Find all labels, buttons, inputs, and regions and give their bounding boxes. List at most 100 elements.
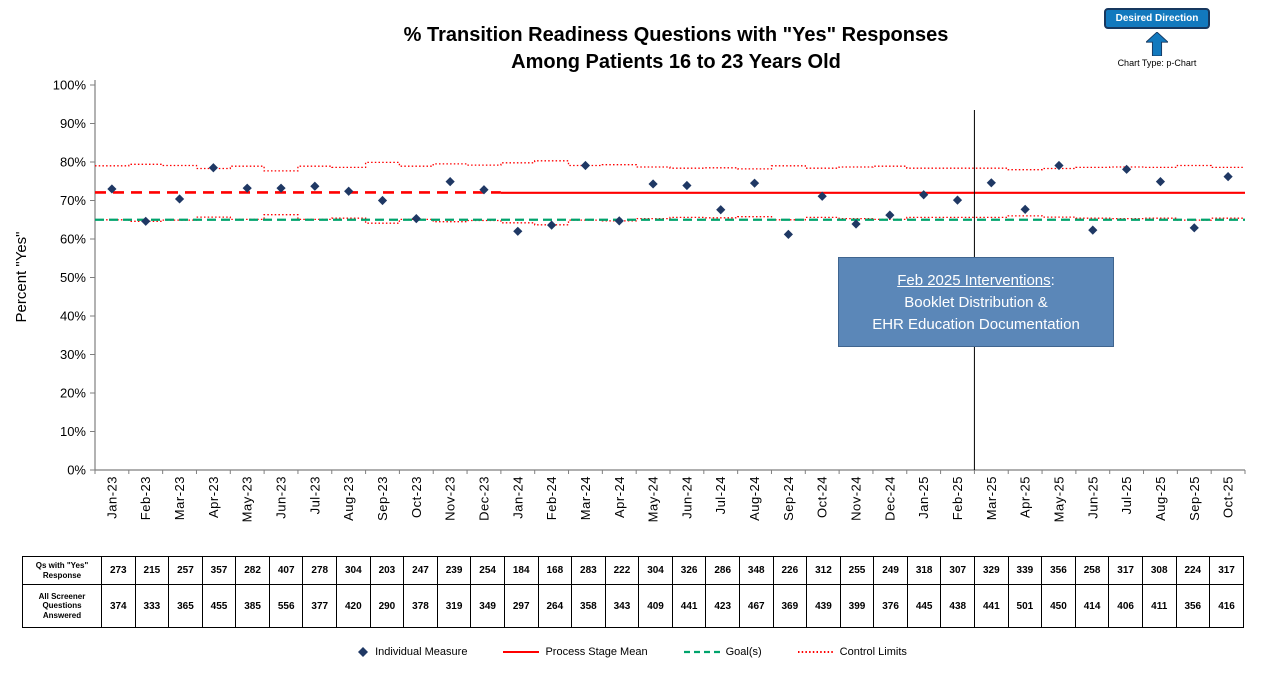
chart-title-line1: % Transition Readiness Questions with "Y…: [403, 24, 949, 46]
x-tick-label: Apr-23: [206, 476, 221, 518]
table-cell: 378: [403, 584, 438, 628]
table-cell: 282: [235, 556, 270, 585]
table-cell: 365: [168, 584, 203, 628]
table-cell: 356: [1041, 556, 1076, 585]
individual-measure-point: [986, 178, 996, 188]
table-row-label: Qs with "Yes" Response: [22, 556, 102, 585]
individual-measure-point: [1020, 204, 1030, 214]
individual-measure-point: [614, 216, 624, 226]
intervention-annotation: Feb 2025 Interventions: Booklet Distribu…: [838, 257, 1114, 347]
chart-legend: Individual Measure Process Stage Mean Goal…: [0, 646, 1264, 658]
desired-direction-callout: Desired Direction Chart Type: p-Chart: [1104, 8, 1210, 68]
individual-measure-point: [851, 219, 861, 229]
table-cell: 358: [571, 584, 606, 628]
table-row: All Screener Questions Answered 374 333 365…: [22, 584, 1244, 628]
x-tick-label: Sep-23: [375, 476, 390, 521]
table-cell: 307: [940, 556, 976, 585]
table-cell: 249: [873, 556, 908, 585]
table-cell: 420: [336, 584, 371, 628]
legend-label: Individual Measure: [375, 646, 468, 658]
y-tick-label: 70%: [60, 193, 86, 208]
table-cell: 450: [1041, 584, 1076, 628]
individual-measure-point: [682, 180, 692, 191]
table-row-label: All Screener Questions Answered: [22, 584, 102, 628]
legend-item-goal-s: Goal(s): [683, 646, 762, 658]
individual-measure-point: [547, 220, 557, 230]
x-tick-label: Nov-24: [849, 476, 864, 521]
table-cell: 247: [403, 556, 438, 585]
individual-measure-point: [513, 226, 523, 236]
individual-measure-point: [141, 216, 151, 226]
diamond-icon: [358, 647, 369, 657]
up-arrow-shape: [1144, 31, 1170, 57]
x-tick-label: Feb-25: [950, 476, 965, 520]
annotation-line3: EHR Education Documentation: [872, 315, 1080, 333]
x-tick-label: Dec-23: [477, 476, 492, 521]
legend-label: Goal(s): [725, 646, 762, 658]
x-tick-label: Jul-24: [713, 476, 728, 514]
x-tick-label: Sep-25: [1187, 476, 1202, 521]
individual-measure-point: [580, 160, 591, 171]
desired-direction-badge: Desired Direction: [1104, 8, 1210, 29]
x-tick-label: Aug-25: [1153, 476, 1168, 521]
table-cell: 168: [537, 556, 573, 585]
table-cell: 439: [806, 584, 841, 628]
table-cell: 308: [1141, 556, 1177, 585]
y-tick-label: 10%: [60, 424, 86, 439]
x-tick-label: Jun-25: [1085, 476, 1100, 519]
individual-measure-point: [445, 177, 455, 187]
values-table: Qs with "Yes" Response 273 215 257 357 282 407…: [22, 556, 1244, 628]
solid-line-icon: [503, 651, 540, 653]
individual-measure-point: [817, 191, 827, 201]
x-tick-label: Jan-25: [916, 476, 931, 519]
table-cell: 239: [436, 556, 472, 585]
y-tick-label: 60%: [60, 232, 86, 247]
individual-measure-point: [716, 205, 726, 215]
dotted-line-icon: [797, 651, 834, 653]
individual-measure-point: [377, 195, 388, 206]
x-tick-label: Sep-24: [781, 476, 796, 521]
x-tick-label: Jun-23: [274, 476, 289, 519]
x-tick-label: May-24: [646, 476, 661, 522]
x-tick-label: Mar-23: [172, 476, 187, 520]
x-tick-label: Apr-24: [612, 476, 627, 518]
annotation-line2: Booklet Distribution &: [904, 293, 1048, 311]
individual-measure-point: [919, 190, 929, 200]
individual-measure-point: [208, 163, 218, 173]
x-tick-label: Feb-24: [544, 476, 559, 520]
y-tick-label: 100%: [53, 78, 87, 93]
table-cell: 317: [1108, 556, 1143, 585]
table-cell: 333: [134, 584, 170, 628]
individual-measure-point: [107, 184, 117, 194]
x-tick-label: May-25: [1052, 476, 1067, 522]
table-cell: 304: [336, 556, 371, 585]
individual-measure-point: [952, 195, 963, 205]
table-cell: 319: [436, 584, 472, 628]
table-cell: 297: [503, 584, 539, 628]
table-cell: 423: [705, 584, 740, 628]
legend-item-individual-measure: Individual Measure: [357, 646, 467, 658]
y-tick-label: 40%: [60, 309, 86, 324]
table-cell: 278: [302, 556, 338, 585]
x-tick-label: Mar-24: [578, 476, 593, 520]
table-cell: 407: [268, 556, 304, 585]
table-cell: 556: [268, 584, 304, 628]
table-cell: 411: [1141, 584, 1177, 628]
lower-control-limit-line: [95, 214, 1245, 226]
table-cell: 406: [1108, 584, 1143, 628]
upper-control-limit-line: [95, 160, 1245, 172]
table-cell: 215: [134, 556, 170, 585]
y-tick-label: 90%: [60, 116, 86, 131]
individual-measure-point: [174, 194, 185, 204]
y-tick-label: 20%: [60, 386, 86, 401]
x-tick-label: Jul-25: [1119, 476, 1134, 514]
table-cell: 326: [671, 556, 707, 585]
individual-measure-point: [479, 185, 489, 195]
table-cell: 416: [1209, 584, 1244, 628]
table-cell: 501: [1007, 584, 1043, 628]
individual-measure-point: [783, 229, 793, 239]
table-cell: 226: [772, 556, 808, 585]
table-cell: 455: [201, 584, 237, 628]
x-tick-label: Mar-25: [984, 476, 999, 520]
table-cell: 409: [638, 584, 673, 628]
